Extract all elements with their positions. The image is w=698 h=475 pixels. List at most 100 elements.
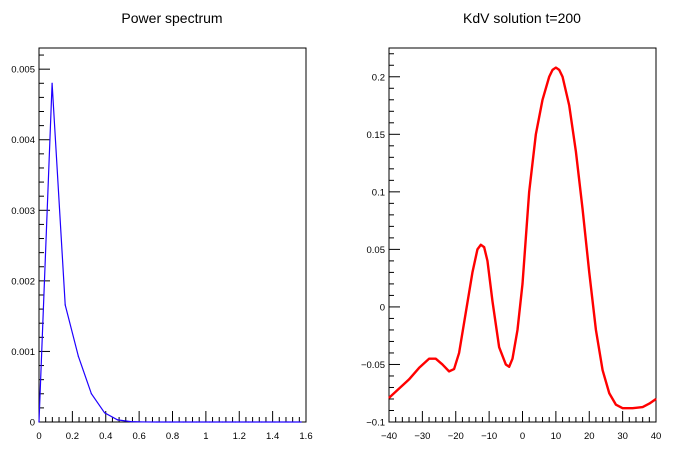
y-tick-label: 0.1 — [372, 187, 385, 198]
x-tick-label: 0 — [520, 431, 525, 442]
data-point — [471, 271, 474, 273]
kdv-solution-points — [388, 66, 657, 409]
data-point — [508, 366, 510, 368]
data-point — [195, 421, 197, 423]
x-tick-label: 0.4 — [99, 431, 112, 442]
x-tick-label: 0.8 — [166, 431, 179, 442]
data-point — [608, 392, 610, 394]
y-tick-label: 0.004 — [11, 135, 35, 146]
power-spectrum-panel: Power spectrum 0 0.2 0.4 0.6 0.8 1 1.2 1.4 1.600… — [11, 10, 312, 442]
x-tick-label: 1.2 — [233, 431, 246, 442]
x-tick-label: 0.6 — [133, 431, 146, 442]
y-tick-label: 0.002 — [11, 276, 35, 287]
data-point — [521, 283, 524, 285]
data-point — [561, 76, 564, 78]
data-point — [90, 393, 92, 395]
data-point — [77, 355, 79, 357]
data-point — [143, 421, 145, 423]
data-point — [516, 329, 519, 331]
x-tick-label: 1 — [203, 431, 208, 442]
kdv-solution-title: KdV solution t=200 — [463, 10, 581, 26]
x-tick-label: 1.4 — [266, 431, 279, 442]
x-tick-label: 0.2 — [66, 431, 79, 442]
y-tick-label: 0 — [380, 302, 385, 313]
data-point — [541, 99, 544, 101]
x-tick-label: −40 — [381, 431, 397, 442]
kdv-solution-axes: −40 −30 −20 −10 0 10 20 30 40 −0.1 −0.05 0 0.05 0.1 0.… — [361, 53, 662, 442]
data-point — [551, 69, 554, 71]
x-tick-label: 10 — [551, 431, 562, 442]
data-point — [234, 421, 237, 423]
data-point — [453, 368, 455, 370]
data-point — [465, 312, 467, 314]
data-point — [388, 397, 390, 399]
data-point — [558, 69, 560, 71]
data-point — [130, 421, 132, 423]
y-tick-label: 0.005 — [11, 65, 35, 76]
data-point — [622, 407, 624, 409]
kdv-solution-line — [388, 66, 657, 410]
data-point — [528, 191, 530, 193]
y-tick-label: 0.001 — [11, 347, 35, 358]
data-point — [548, 76, 550, 78]
data-point — [398, 388, 400, 390]
data-point — [535, 133, 537, 135]
data-point — [428, 358, 430, 360]
data-point — [555, 66, 557, 69]
data-point — [208, 421, 210, 423]
data-point — [169, 421, 171, 423]
data-point — [595, 329, 597, 331]
data-point — [64, 304, 66, 306]
data-point — [615, 404, 617, 406]
data-point — [581, 208, 584, 210]
data-point — [248, 421, 250, 423]
data-point — [441, 363, 443, 366]
y-tick-label: 0.15 — [367, 130, 386, 141]
data-point — [655, 398, 657, 400]
data-point — [435, 358, 437, 360]
y-tick-label: −0.05 — [361, 360, 385, 371]
data-point — [568, 104, 570, 107]
kdv-solution-frame — [388, 47, 657, 423]
data-point — [511, 358, 514, 360]
data-point — [116, 419, 119, 421]
data-point — [300, 421, 302, 423]
kdv-solution-panel: KdV solution t=200 −40 −30 −20 −10 0 10 20 30 40… — [361, 10, 661, 442]
data-point — [287, 421, 289, 423]
y-tick-label: 0 — [30, 418, 35, 429]
data-point — [51, 82, 53, 84]
data-point — [261, 421, 263, 423]
data-point — [505, 363, 507, 366]
y-tick-label: 0.2 — [372, 72, 385, 83]
power-spectrum-line — [38, 83, 302, 423]
data-point — [448, 370, 450, 372]
y-tick-label: −0.1 — [366, 418, 385, 429]
data-point — [182, 421, 184, 423]
x-tick-label: 0 — [36, 431, 41, 442]
data-point — [483, 246, 485, 248]
data-point — [458, 352, 460, 354]
data-point — [588, 271, 590, 273]
y-tick-label: 0.05 — [367, 245, 386, 256]
data-point — [642, 406, 644, 408]
data-point — [480, 244, 482, 246]
data-point — [38, 421, 40, 423]
data-point — [498, 346, 500, 348]
data-point — [103, 412, 106, 414]
x-tick-label: 20 — [584, 431, 595, 442]
power-spectrum-frame — [38, 47, 307, 423]
x-tick-label: 30 — [617, 431, 628, 442]
data-point — [491, 300, 494, 302]
data-point — [632, 407, 634, 409]
power-spectrum-axes: 0 0.2 0.4 0.6 0.8 1 1.2 1.4 1.6 0 0.001 0.002 0.003 0… — [11, 54, 313, 442]
x-tick-label: −20 — [448, 431, 464, 442]
data-point — [575, 150, 577, 153]
x-tick-label: −30 — [414, 431, 430, 442]
x-tick-label: 40 — [651, 431, 662, 442]
data-point — [476, 248, 479, 250]
power-spectrum-points — [38, 82, 302, 423]
data-point — [156, 421, 158, 423]
data-point — [648, 402, 650, 405]
data-point — [486, 260, 489, 262]
